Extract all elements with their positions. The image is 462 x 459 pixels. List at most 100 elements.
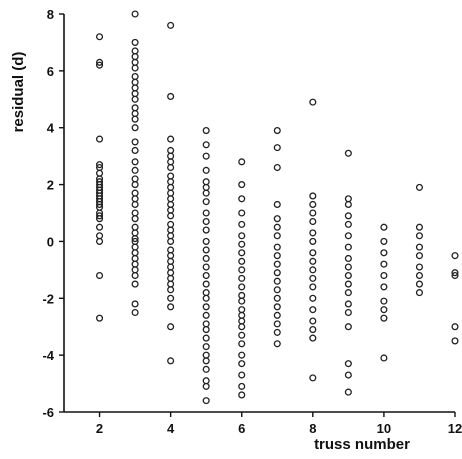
data-point [131,95,139,103]
x-tick-label: 8 [309,421,316,436]
data-point [167,323,175,331]
data-point [415,243,424,251]
data-point [131,254,139,263]
data-point [167,163,175,172]
data-point [238,209,246,217]
data-point [380,249,388,257]
data-point [202,289,210,297]
data-point [131,229,139,237]
data-point [344,360,352,368]
x-tick-label: 10 [377,421,391,436]
data-point [309,98,317,106]
data-point [131,271,139,280]
data-point [415,223,424,231]
data-point [131,72,139,81]
data-point [202,198,210,206]
data-point [380,283,388,291]
data-point [238,317,246,325]
data-point [238,232,246,240]
data-point [167,172,175,180]
data-point [131,215,139,223]
data-point [380,271,388,280]
data-point [167,92,175,100]
data-point [131,223,139,231]
data-point [344,243,352,251]
data-point [238,266,246,274]
data-point [202,377,210,385]
data-point [131,195,139,203]
data-point [273,144,281,152]
data-point [95,232,104,240]
data-point [95,135,104,143]
data-point [95,314,104,322]
x-tick-label: 12 [448,421,462,436]
data-point [344,254,352,263]
data-point [380,223,388,231]
data-point [273,303,281,311]
data-point [238,311,246,319]
data-point [202,280,210,288]
data-point [309,229,317,237]
data-point [131,280,139,288]
data-point [415,263,424,271]
data-point [273,252,281,260]
data-point [167,226,175,234]
data-point [202,397,210,405]
data-point [202,246,210,254]
y-axis-label: residual (d) [10,52,27,133]
data-point [167,135,175,143]
data-point [202,311,210,319]
data-point [238,257,246,265]
data-point [202,209,210,217]
data-point [380,314,388,322]
data-point [95,61,104,69]
data-point [309,237,317,245]
data-point [309,257,317,265]
data-point [131,266,139,274]
data-point [131,47,139,55]
x-tick-label: 6 [238,421,245,436]
data-point [344,323,352,331]
data-point [131,104,139,112]
data-point [202,271,210,280]
data-point [131,115,139,123]
data-point [238,382,246,390]
data-point [309,274,317,282]
data-point [202,343,210,351]
data-point [202,178,210,186]
data-point [167,183,175,191]
data-point [238,181,246,189]
data-point [380,260,388,268]
data-point [95,223,104,231]
data-point [167,189,175,197]
data-point [131,243,139,251]
data-point [167,21,175,29]
data-point [344,200,352,209]
data-point [131,200,139,209]
data-point [238,351,246,359]
data-point [95,58,104,66]
data-point [202,320,210,328]
data-point [167,246,175,254]
y-tick-label: 6 [47,64,54,79]
data-point [167,357,175,365]
data-point [95,237,104,245]
data-point [202,294,210,302]
data-point [309,249,317,257]
data-point [167,212,175,220]
data-point [344,371,352,379]
data-point [273,294,281,302]
data-point [202,357,210,365]
data-point [451,323,459,331]
data-point [167,178,175,186]
data-point [344,263,352,271]
data-point [202,351,210,359]
data-point [344,280,352,288]
data-point [238,297,246,305]
data-point [451,252,459,260]
data-point [273,127,281,135]
data-point [95,169,104,177]
data-point [202,326,210,334]
data-point [309,209,317,217]
data-point [238,323,246,331]
